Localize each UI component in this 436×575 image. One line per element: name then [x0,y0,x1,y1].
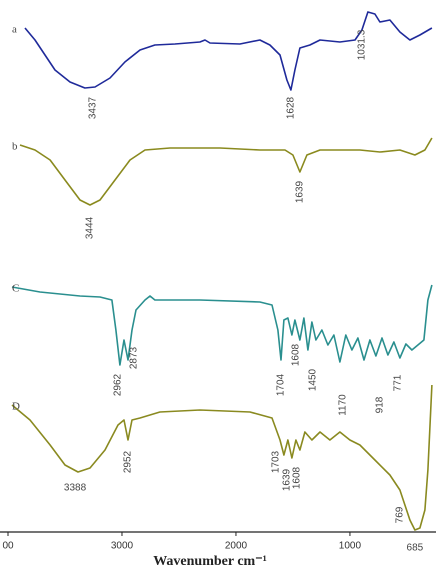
peak-label: 1639 [295,180,306,203]
peak-label: 685 [407,543,424,554]
series-label: C [12,283,19,295]
peak-label: 2873 [129,346,140,369]
spectrum-line [11,284,433,366]
peak-label: 1639 [282,468,293,491]
peak-label: 918 [375,396,386,413]
x-tick-label: 3000 [111,541,134,552]
peak-label: 1608 [292,466,303,489]
peak-label: 3388 [64,483,87,494]
peak-label: 1450 [308,368,319,391]
peak-label: 1031.3 [357,29,368,60]
peak-label: 1703 [271,450,282,473]
series-label: b [12,141,18,153]
series-label: a [12,24,17,36]
peak-label: 2952 [123,450,134,473]
peak-label: 769 [394,506,405,523]
x-tick-label: 00 [2,541,14,552]
x-tick-label: 1000 [339,541,362,552]
peak-label: 1608 [291,343,302,366]
spectrum-line [11,384,433,531]
series-label: D [12,401,20,413]
peak-label: 1170 [338,394,349,416]
spectrum-line [24,11,433,91]
spectrum-line [19,137,433,206]
peak-label: 3444 [85,216,96,239]
x-tick-label: 2000 [225,541,248,552]
peak-label: 2962 [113,373,124,396]
peak-label: 1628 [286,96,297,119]
peak-label: 3437 [88,96,99,119]
peak-label: 1704 [276,373,287,396]
peak-label: 771 [393,374,404,391]
x-axis-label: Wavenumber cm⁻¹ [153,554,267,569]
